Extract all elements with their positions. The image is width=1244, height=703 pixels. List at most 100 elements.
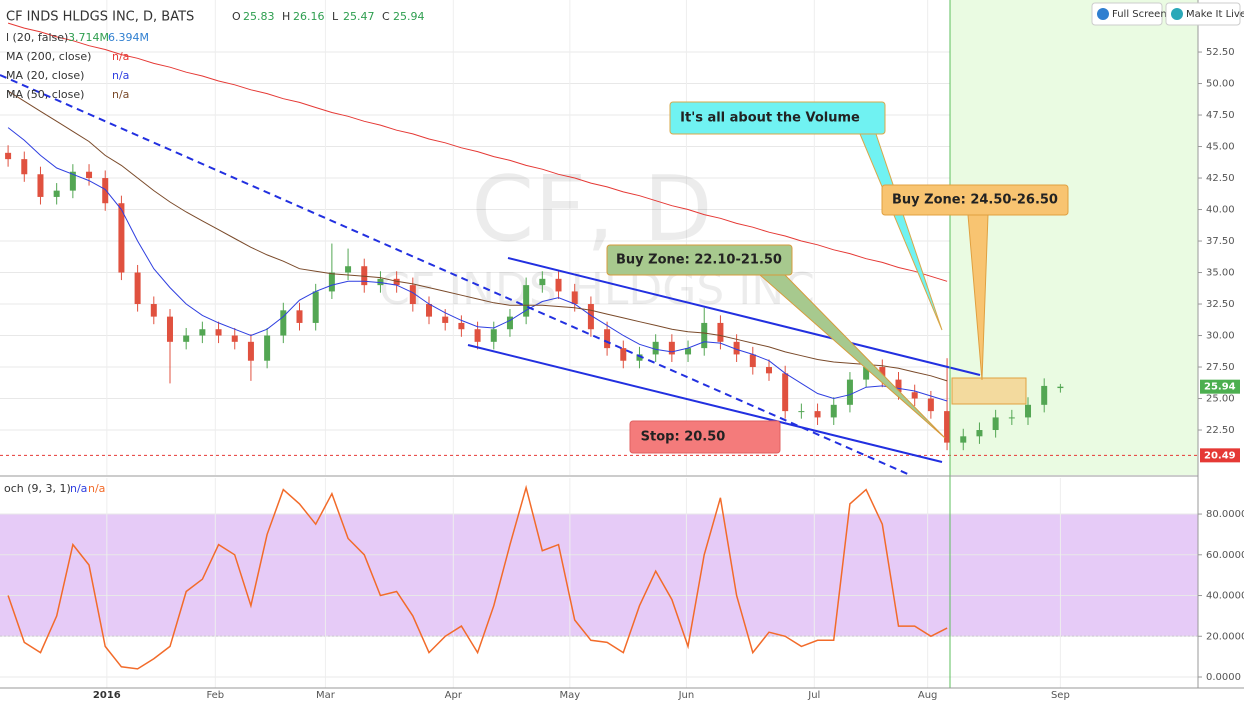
candle-body — [69, 171, 76, 191]
channel-line — [467, 344, 943, 463]
y-tick-label: 32.50 — [1206, 299, 1235, 310]
candle-body — [393, 278, 400, 286]
candle-body — [944, 411, 951, 443]
candle-body — [976, 430, 983, 437]
y-tick-label: 45.00 — [1206, 142, 1235, 153]
ohlc-key: C — [382, 10, 390, 23]
ma-line — [7, 90, 948, 382]
candle-body — [636, 354, 643, 361]
y-tick-label: 52.50 — [1206, 47, 1235, 58]
price-badge-label: 25.94 — [1204, 382, 1236, 393]
channel-line — [507, 257, 981, 376]
callout — [629, 420, 781, 454]
y-tick-label: 60.0000 — [1206, 550, 1244, 561]
candle-body — [183, 335, 190, 342]
icon — [1171, 8, 1183, 20]
candle-body — [782, 373, 789, 412]
candle-body — [231, 335, 238, 342]
candle-body — [280, 310, 287, 336]
ma-legend: MA (200, close) n/a MA (20, close) n/a MA (5… — [6, 50, 129, 101]
legend-status: n/a — [112, 50, 129, 63]
ohlc-key: L — [332, 10, 339, 23]
watermark: CF, D — [471, 157, 712, 262]
candle-body — [426, 304, 433, 317]
ohlc-value: 26.16 — [293, 10, 325, 23]
y-tick-label: 22.50 — [1206, 425, 1235, 436]
candle-body — [166, 316, 173, 342]
candle-body — [1041, 385, 1048, 405]
candle-body — [5, 152, 12, 160]
make-it-live-button[interactable] — [1165, 2, 1241, 26]
callout — [606, 244, 793, 276]
candle-body — [345, 266, 352, 273]
candle-body — [37, 174, 44, 197]
candle-body — [21, 159, 28, 175]
candle-body — [523, 285, 530, 317]
full-screen-button[interactable] — [1091, 2, 1163, 26]
y-tick-label: 37.50 — [1206, 236, 1235, 247]
y-tick-label: 27.50 — [1206, 362, 1235, 373]
y-tick-label: 80.0000 — [1206, 509, 1244, 520]
legend-status: n/a — [112, 69, 129, 82]
candle-body — [798, 411, 805, 413]
legend-status: n/a — [88, 482, 105, 495]
candle-body — [150, 304, 157, 317]
trend-line — [0, 74, 911, 476]
button-label[interactable]: Make It Live — [1186, 9, 1244, 20]
ohlc-value: 25.83 — [243, 10, 275, 23]
candle-body — [992, 417, 999, 431]
candle-body — [652, 341, 659, 355]
callout — [881, 184, 1069, 216]
candle-body — [409, 285, 416, 305]
candle-body — [749, 354, 756, 368]
candle-body — [814, 411, 821, 418]
ohlc-value: 25.94 — [393, 10, 425, 23]
grid — [0, 0, 1198, 688]
candle-body — [215, 329, 222, 336]
candle-body — [604, 329, 611, 349]
candle-body — [118, 203, 125, 273]
volume-value: 6.394M — [108, 31, 149, 44]
band — [0, 514, 1198, 637]
candle-body — [361, 266, 368, 286]
candle-body — [895, 379, 902, 393]
y-tick-label: 40.0000 — [1206, 591, 1244, 602]
legend-name: och (9, 3, 1) — [4, 482, 71, 495]
x-tick-label: Mar — [316, 690, 336, 701]
candle-body — [247, 341, 254, 361]
symbol: CF INDS HLDGS INC, D, BATS — [6, 10, 194, 25]
ohlc-key: H — [282, 10, 290, 23]
ohlc: O 25.83 H 26.16 L 25.47 C 25.94 — [232, 10, 425, 23]
ohlc-value: 25.47 — [343, 10, 375, 23]
y-tick-label: 25.00 — [1206, 394, 1235, 405]
candle-body — [102, 178, 109, 204]
candle-body — [86, 171, 93, 179]
x-tick-label: May — [560, 690, 581, 701]
plot — [0, 22, 1198, 670]
candle-body — [555, 278, 562, 292]
candle-body — [733, 341, 740, 355]
button-label[interactable]: Full Screen — [1112, 9, 1167, 20]
candle-body — [458, 322, 465, 330]
candle-body — [264, 335, 271, 361]
candle-body — [199, 329, 206, 336]
candle-body — [701, 322, 708, 349]
ma-line — [7, 22, 948, 282]
y-tick-label: 0.0000 — [1206, 672, 1241, 683]
candle-body — [312, 291, 319, 323]
y-tick-label: 47.50 — [1206, 110, 1235, 121]
x-tick-label: Apr — [445, 690, 463, 701]
volume-legend: l (20, false) — [6, 31, 68, 44]
annotation: It's all about the Volume — [680, 111, 860, 126]
legend-name: MA (20, close) — [6, 69, 84, 82]
candle-body — [587, 304, 594, 330]
price-badge — [1200, 379, 1240, 394]
candle-body — [377, 278, 384, 286]
buy-zone-box — [951, 377, 1027, 405]
x-tick-label: Jul — [807, 690, 820, 701]
icon — [1097, 8, 1109, 20]
y-tick-label: 30.00 — [1206, 331, 1235, 342]
candle-body — [474, 329, 481, 342]
candle-body — [927, 398, 934, 412]
